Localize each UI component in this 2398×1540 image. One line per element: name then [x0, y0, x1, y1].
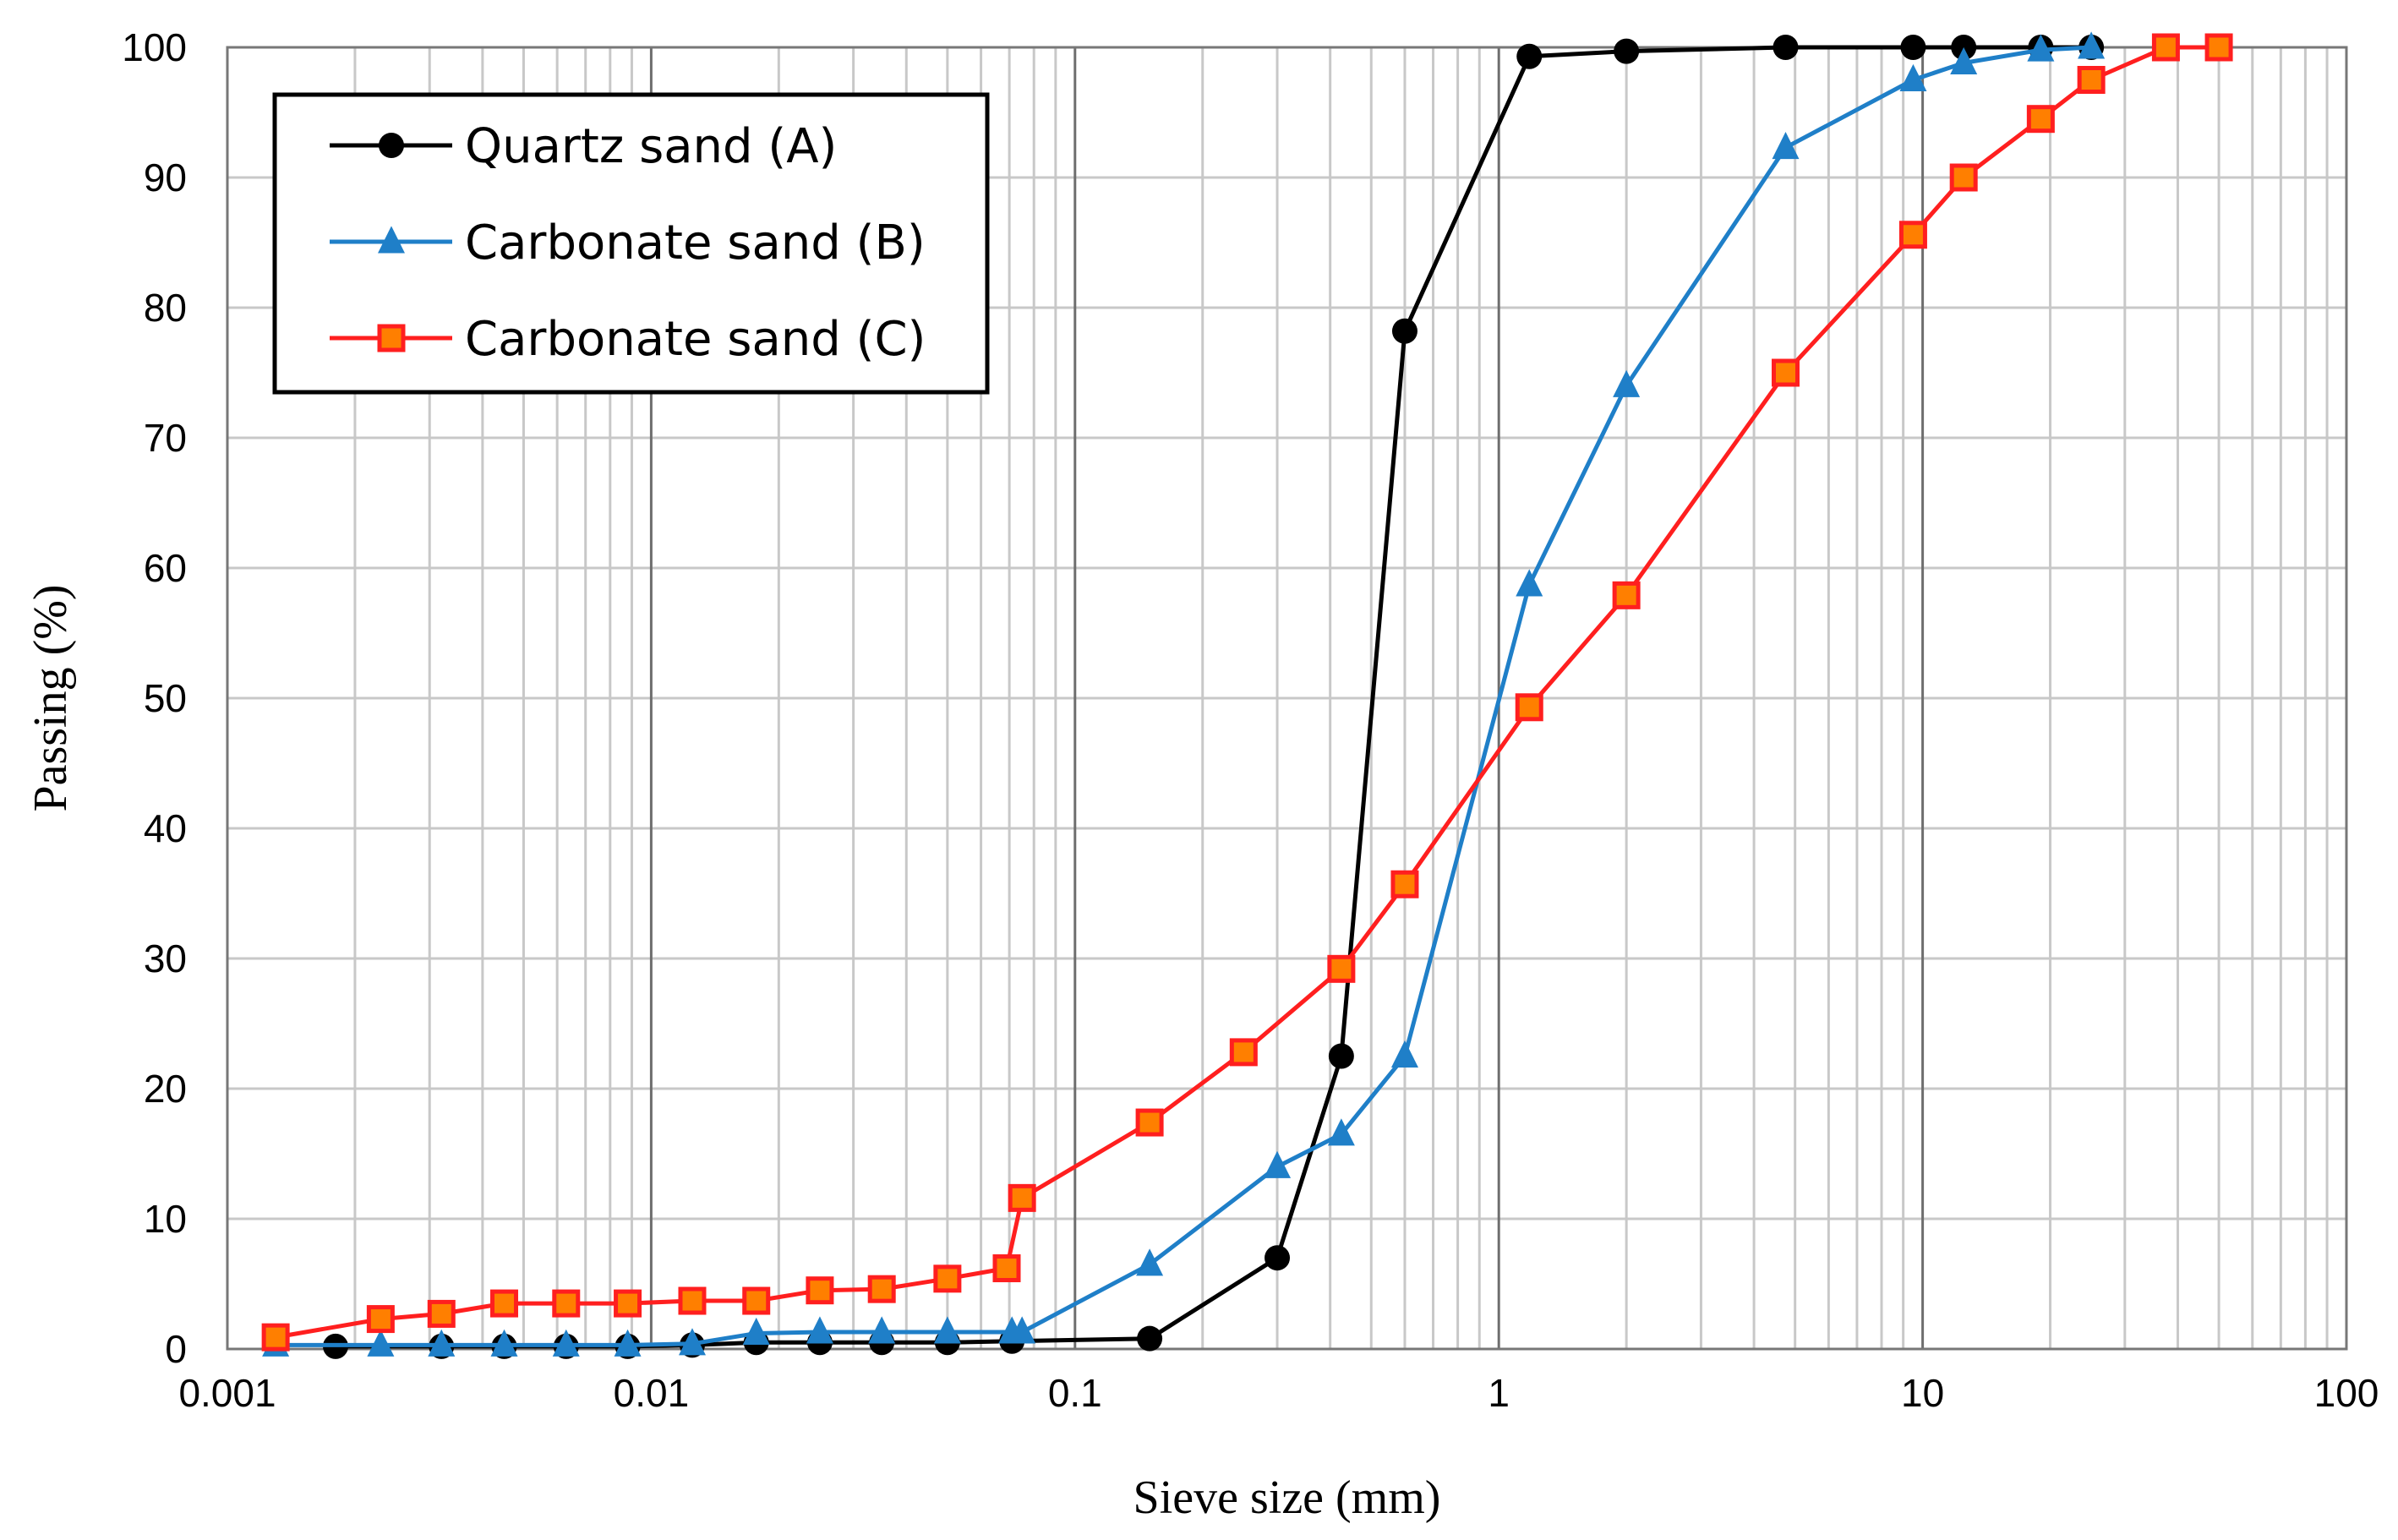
data-point [1949, 163, 1978, 192]
legend-marker [378, 226, 405, 254]
plot-frame [226, 46, 2348, 1351]
data-point [742, 1317, 770, 1346]
x-tick-label: 0.001 [178, 1371, 276, 1415]
data-point [1390, 870, 1419, 898]
legend-marker [379, 133, 404, 158]
y-tick-label: 60 [144, 546, 187, 590]
y-tick-label: 100 [122, 25, 187, 69]
data-point [1900, 35, 1926, 60]
legend-label: Quartz sand (A) [465, 119, 837, 174]
data-point [1898, 221, 1927, 249]
data-point [867, 1275, 896, 1303]
data-point [552, 1289, 581, 1318]
y-tick-label: 70 [144, 416, 187, 460]
y-tick-label: 0 [165, 1327, 187, 1371]
legend-entry: Carbonate sand (B) [330, 216, 926, 270]
y-tick-label: 40 [144, 806, 187, 850]
data-point [1612, 581, 1641, 609]
data-point [2026, 105, 2055, 134]
data-point [1390, 1040, 1418, 1068]
data-point [1772, 131, 1800, 160]
data-point [2077, 66, 2106, 94]
data-point [1229, 1038, 1258, 1067]
legend-label: Carbonate sand (C) [465, 312, 926, 367]
y-tick-label: 90 [144, 156, 187, 199]
legend-label: Carbonate sand (B) [465, 216, 926, 270]
data-point [2204, 33, 2233, 62]
data-point [742, 1286, 771, 1315]
y-axis-title: Passing (%) [25, 584, 77, 811]
data-point [1950, 46, 1978, 74]
data-point [992, 1254, 1021, 1283]
series-2 [262, 31, 2106, 1357]
data-point [1135, 1108, 1164, 1137]
legend-entry: Quartz sand (A) [330, 119, 837, 174]
data-point [868, 1316, 896, 1344]
data-point [1008, 1316, 1036, 1344]
data-point [2078, 31, 2106, 59]
data-point [2151, 33, 2180, 62]
data-point [1613, 369, 1641, 397]
x-axis-title: Sieve size (mm) [1133, 1472, 1441, 1524]
data-point [614, 1289, 642, 1318]
data-point [1899, 63, 1927, 91]
y-tick-label: 80 [144, 286, 187, 330]
legend-entry: Carbonate sand (C) [330, 312, 926, 367]
y-tick-labels: 0 10 20 30 40 50 60 70 80 90 100 [122, 25, 187, 1371]
y-tick-label: 20 [144, 1067, 187, 1111]
data-point [1264, 1150, 1292, 1178]
data-point [2027, 34, 2055, 62]
data-point [1328, 1043, 1354, 1069]
x-tick-label: 10 [1901, 1371, 1944, 1415]
x-tick-label: 0.01 [614, 1371, 690, 1415]
data-point [1137, 1325, 1163, 1352]
series-3 [261, 33, 2233, 1352]
data-point [1614, 38, 1640, 64]
data-point [614, 1329, 642, 1357]
data-point [933, 1264, 962, 1293]
data-point [1516, 569, 1543, 597]
data-point [806, 1276, 834, 1305]
data-point [1327, 1118, 1355, 1146]
data-point [1136, 1248, 1164, 1276]
data-point [490, 1289, 519, 1318]
data-point [1773, 35, 1799, 60]
x-tick-labels: 0.001 0.01 0.1 1 10 100 [178, 1371, 2379, 1415]
y-tick-label: 10 [144, 1197, 187, 1241]
data-point [1515, 693, 1543, 722]
data-point [490, 1329, 518, 1357]
data-point [428, 1329, 456, 1357]
x-tick-label: 1 [1488, 1371, 1510, 1415]
x-tick-label: 0.1 [1048, 1371, 1102, 1415]
y-tick-label: 30 [144, 937, 187, 980]
series-layer [261, 31, 2233, 1359]
data-point [678, 1328, 706, 1356]
data-point [933, 1316, 961, 1344]
data-point [366, 1305, 395, 1334]
legend-marker [377, 324, 406, 352]
data-point [1771, 358, 1800, 387]
data-point [1008, 1183, 1036, 1212]
data-point [552, 1329, 580, 1357]
y-tick-label: 50 [144, 676, 187, 720]
data-point [427, 1299, 456, 1328]
legend: Quartz sand (A) Carbonate sand (B) Carbona… [272, 92, 990, 395]
data-point [806, 1316, 833, 1344]
data-point [1391, 318, 1417, 344]
data-point [1516, 43, 1543, 69]
x-tick-label: 100 [2314, 1371, 2379, 1415]
data-point [261, 1323, 290, 1352]
data-point [678, 1286, 707, 1315]
data-point [367, 1329, 395, 1357]
data-point [1265, 1245, 1291, 1271]
data-point [1327, 954, 1356, 983]
